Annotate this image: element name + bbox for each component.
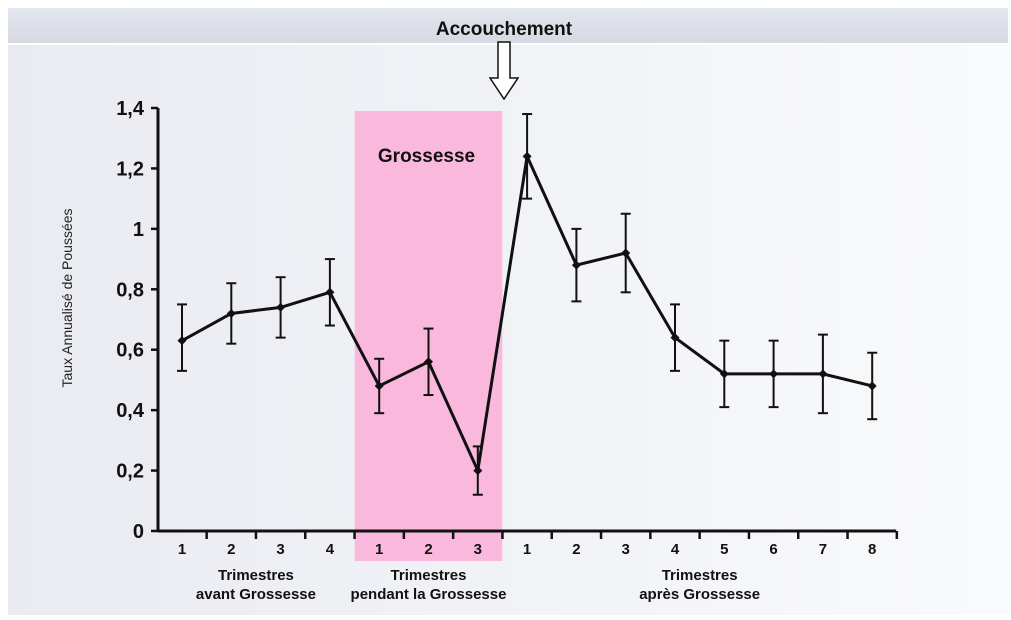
group-label-line1: Trimestres [391, 567, 467, 584]
data-point [818, 369, 828, 379]
data-point [276, 302, 286, 312]
x-tick-label: 7 [819, 541, 827, 558]
x-tick-label: 2 [572, 541, 580, 558]
x-tick-label: 2 [424, 541, 432, 558]
group-label-line2: après Grossesse [639, 586, 760, 603]
group-label-line1: Trimestres [218, 567, 294, 584]
y-tick-label: 0,8 [116, 279, 144, 301]
data-point [621, 248, 631, 258]
x-tick-label: 4 [671, 541, 680, 558]
data-point [522, 151, 532, 161]
x-tick-label: 1 [178, 541, 186, 558]
data-point [226, 308, 236, 318]
data-point [424, 357, 433, 367]
data-point [325, 287, 335, 297]
data-point [719, 369, 729, 379]
group-label-line1: Trimestres [662, 567, 738, 584]
x-tick-label: 6 [769, 541, 777, 558]
delivery-annotation: Accouchement [436, 19, 573, 40]
y-tick-label: 0 [133, 521, 144, 543]
y-tick-label: 1,4 [116, 98, 145, 120]
header-band [8, 8, 1008, 44]
x-tick-label: 2 [227, 541, 235, 558]
axes: 0 0,2 0,4 0,6 0,8 1 1,2 1,4 [116, 98, 899, 543]
x-tick-label: 4 [326, 541, 335, 558]
x-tick-label: 1 [375, 541, 383, 558]
y-axis-label: Taux Annualisé de Poussées [59, 208, 75, 387]
y-tick-label: 1 [133, 219, 144, 241]
x-tick-label: 1 [523, 541, 531, 558]
y-tick-label: 1,2 [116, 158, 144, 180]
x-tick-label: 3 [276, 541, 284, 558]
x-tick-label: 8 [868, 541, 876, 558]
data-point [473, 466, 483, 476]
group-labels: Trimestres avant Grossesse Trimestres penda… [196, 567, 760, 603]
x-tick-label: 3 [622, 541, 630, 558]
slide-background [8, 8, 1008, 615]
x-tick-label: 5 [720, 541, 728, 558]
y-tick-label: 0,2 [116, 461, 144, 483]
data-points [177, 151, 877, 476]
data-point [374, 381, 384, 391]
data-point [670, 333, 680, 343]
group-label-line2: avant Grossesse [196, 586, 316, 603]
y-tick-label: 0,6 [116, 340, 144, 362]
x-tick-label: 3 [474, 541, 482, 558]
pregnancy-band-label: Grossesse [378, 146, 475, 167]
data-point [571, 260, 581, 270]
data-point [769, 369, 779, 379]
data-point [867, 381, 877, 391]
y-tick-label: 0,4 [116, 400, 145, 422]
data-point [177, 336, 187, 346]
down-arrow-icon [488, 41, 520, 101]
group-label-line2: pendant la Grossesse [351, 586, 507, 603]
x-tick-labels: 1 2 3 4 1 2 3 1 2 3 4 5 6 7 8 [178, 541, 877, 558]
